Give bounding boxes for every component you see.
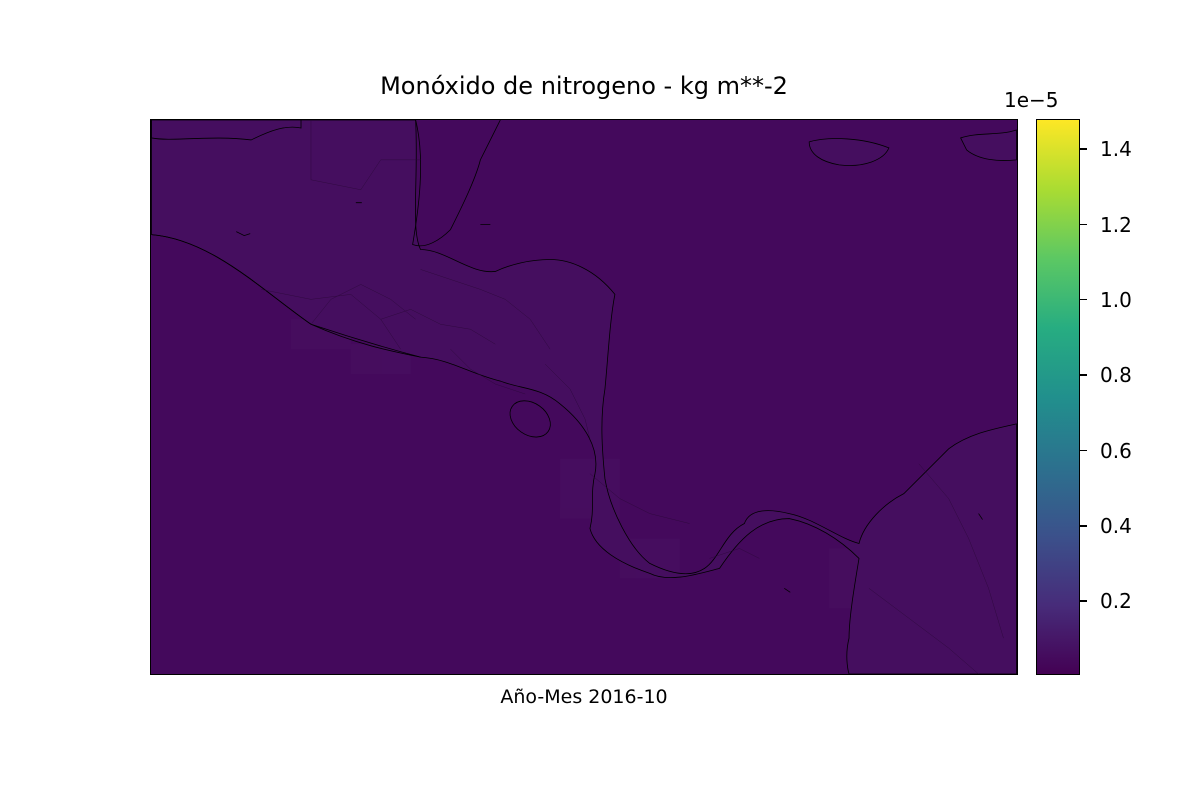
colorbar-tick-mark bbox=[1080, 374, 1087, 376]
colorbar-tick-label: 0.2 bbox=[1100, 589, 1132, 614]
colorbar-tick-label: 1.2 bbox=[1100, 212, 1132, 237]
colorbar-tick-mark bbox=[1080, 148, 1087, 150]
colorbar-tick-mark bbox=[1080, 600, 1087, 602]
colorbar-exponent: 1e−5 bbox=[1004, 88, 1059, 112]
small-islands bbox=[236, 202, 983, 593]
colorbar-tick-label: 0.8 bbox=[1100, 363, 1132, 388]
lake-nicaragua bbox=[509, 400, 551, 438]
colorbar-tick-label: 1.0 bbox=[1100, 287, 1132, 312]
hispaniola-coast bbox=[960, 129, 1017, 161]
chart-title: Monóxido de nitrogeno - kg m**-2 bbox=[380, 72, 788, 100]
jamaica-island bbox=[808, 138, 890, 166]
admin-borders bbox=[261, 120, 1004, 674]
colorbar-tick-label: 0.4 bbox=[1100, 514, 1132, 539]
colorbar-tick-label: 0.6 bbox=[1100, 438, 1132, 463]
central-america-landmass bbox=[151, 120, 1017, 674]
colorbar-tick-mark bbox=[1080, 298, 1087, 301]
colorbar bbox=[1036, 119, 1080, 675]
colorbar-tick-label: 1.4 bbox=[1100, 137, 1132, 162]
x-axis-label: Año-Mes 2016-10 bbox=[500, 686, 668, 708]
colorbar-tick-mark bbox=[1080, 223, 1087, 226]
colorbar-ticks: 1.4 1.2 1.0 0.8 0.6 0.4 0.2 bbox=[1080, 119, 1200, 675]
cuba-coast bbox=[151, 120, 302, 141]
map-panel bbox=[150, 119, 1018, 675]
pacific-coastline bbox=[151, 234, 421, 358]
map-canvas bbox=[151, 120, 1017, 674]
colorbar-tick-mark bbox=[1080, 525, 1087, 527]
yucatan-coast bbox=[412, 120, 501, 247]
colorbar-tick-mark bbox=[1080, 449, 1087, 452]
